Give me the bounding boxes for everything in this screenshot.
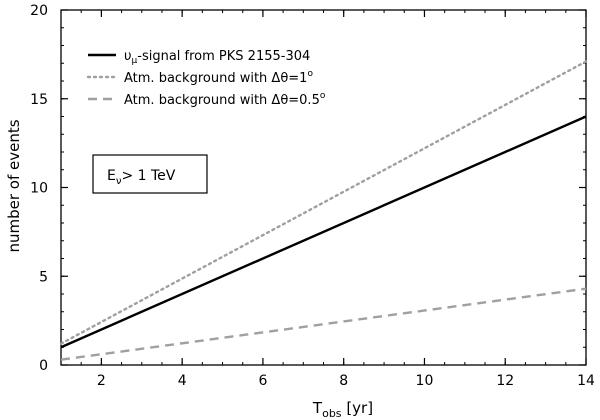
x-tick-label: 14	[577, 373, 595, 389]
x-tick-label: 10	[416, 373, 434, 389]
y-axis-label: number of events	[5, 119, 23, 252]
series-line-signal	[60, 115, 587, 349]
energy-cut-annotation: Eν> 1 TeV	[92, 154, 208, 194]
x-tick-label: 4	[178, 373, 187, 389]
annotation-box	[92, 154, 208, 194]
y-tick-label: 15	[30, 92, 48, 108]
annotation-text: Eν> 1 TeV	[107, 168, 176, 187]
series-layer	[59, 60, 588, 361]
y-tick-label: 0	[39, 358, 48, 374]
axes-layer: 2 4 6 8 10 12 14 0 5 10 15 20	[30, 3, 595, 389]
x-tick-label: 8	[339, 373, 348, 389]
y-tick-label: 20	[30, 3, 48, 19]
y-tick-label: 5	[39, 269, 48, 285]
x-axis-label: Tobs [yr]	[312, 399, 373, 420]
series-line-bg-05deg	[60, 287, 587, 361]
y-tick-label: 10	[30, 181, 48, 197]
legend: υμ-signal from PKS 2155-304 Atm. backgro…	[86, 49, 326, 108]
legend-label-bg-05deg: Atm. background with Δθ=0.5o	[124, 91, 326, 108]
x-tick-label: 6	[258, 373, 267, 389]
legend-label-signal: υμ-signal from PKS 2155-304	[124, 49, 310, 66]
x-tick-label: 2	[97, 373, 106, 389]
legend-label-bg-1deg: Atm. background with Δθ=1o	[124, 69, 313, 86]
x-tick-label: 12	[496, 373, 514, 389]
